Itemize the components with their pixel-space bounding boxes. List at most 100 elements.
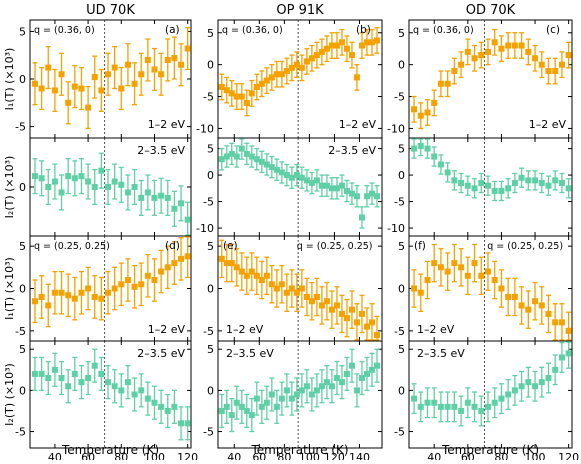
- data-point: [464, 48, 471, 55]
- data-point: [498, 395, 505, 402]
- y-tick-label: -5: [203, 196, 214, 209]
- data-point: [131, 283, 138, 290]
- data-point: [532, 55, 539, 62]
- data-point: [38, 293, 45, 300]
- data-point: [478, 52, 485, 59]
- data-point: [358, 310, 365, 317]
- data-point: [243, 407, 250, 414]
- column-titles: UD 70K OP 91K OD 70K: [86, 3, 516, 18]
- data-point: [58, 289, 65, 296]
- data-point: [518, 383, 525, 390]
- data-point: [518, 42, 525, 49]
- data-point: [111, 64, 118, 71]
- panel-frame: [29, 340, 192, 449]
- data-point: [253, 272, 260, 279]
- x-axis-label: Temperature (K): [441, 443, 539, 457]
- energy-label: 1–2 eV: [529, 118, 567, 131]
- data-point: [151, 194, 158, 201]
- data-point: [293, 391, 300, 398]
- data-point: [363, 39, 370, 46]
- y-tick-label: -5: [394, 426, 405, 439]
- data-point: [323, 298, 330, 305]
- y-tick-label: -5: [394, 196, 405, 209]
- data-point: [424, 109, 431, 116]
- data-point: [308, 391, 315, 398]
- data-point: [333, 302, 340, 309]
- data-point: [424, 399, 431, 406]
- panel-tag: (c): [546, 24, 560, 36]
- y-tick-label: 5: [19, 240, 26, 253]
- data-point: [444, 80, 451, 87]
- data-point: [228, 150, 235, 157]
- data-point: [248, 412, 255, 419]
- data-point: [171, 403, 178, 410]
- energy-label: 2–3.5 eV: [417, 347, 465, 360]
- data-point: [118, 181, 125, 188]
- data-point: [323, 182, 330, 189]
- data-point: [263, 272, 270, 279]
- x-tick-label: 140: [349, 451, 370, 460]
- data-point: [178, 200, 185, 207]
- data-point: [538, 379, 545, 386]
- data-point: [491, 277, 498, 284]
- data-point: [293, 172, 300, 179]
- data-point: [105, 71, 112, 78]
- data-point: [85, 375, 92, 382]
- data-point: [437, 403, 444, 410]
- energy-label: 1–2 eV: [226, 323, 264, 336]
- panel-2-0: 5 0 -5 -10 q = (0.36, 0) (c) 1–2 eV: [387, 19, 573, 139]
- x-tick-label: 40: [48, 451, 62, 460]
- data-point: [358, 375, 365, 382]
- data-point: [313, 52, 320, 59]
- data-point: [437, 80, 444, 87]
- data-point: [518, 302, 525, 309]
- data-point: [138, 194, 145, 201]
- data-point: [31, 370, 38, 377]
- data-point: [268, 164, 275, 171]
- data-point: [268, 391, 275, 398]
- data-point: [471, 185, 478, 192]
- data-point: [118, 387, 125, 394]
- column-title: UD 70K: [86, 3, 135, 18]
- data-point: [431, 260, 438, 267]
- data-point: [348, 190, 355, 197]
- data-point: [411, 285, 418, 292]
- data-point: [368, 319, 375, 326]
- y-tick-label: 0: [398, 169, 405, 182]
- data-point: [333, 42, 340, 49]
- data-point: [353, 193, 360, 200]
- data-point: [318, 182, 325, 189]
- data-point: [258, 277, 265, 284]
- q-label: q = (0.25, 0.25): [297, 241, 373, 252]
- data-point: [353, 74, 360, 81]
- panel-frame: [408, 340, 573, 449]
- data-point: [278, 395, 285, 402]
- energy-label: 1–2 eV: [339, 118, 377, 131]
- data-point: [98, 295, 105, 302]
- data-point: [228, 260, 235, 267]
- y-tick-label: 0: [398, 283, 405, 296]
- data-point: [484, 403, 491, 410]
- data-point: [363, 370, 370, 377]
- data-point: [318, 383, 325, 390]
- data-point: [178, 420, 185, 427]
- data-point: [144, 272, 151, 279]
- data-point: [243, 150, 250, 157]
- panel-0-0: 5 0 -5 q = (0.36, 0) (a) 1–2 eV: [15, 19, 192, 139]
- data-point: [223, 153, 230, 160]
- data-point: [538, 180, 545, 187]
- data-point: [328, 306, 335, 313]
- data-point: [323, 45, 330, 52]
- data-point: [313, 293, 320, 300]
- data-point: [411, 395, 418, 402]
- data-point: [338, 379, 345, 386]
- data-point: [91, 293, 98, 300]
- data-point: [268, 74, 275, 81]
- data-point: [424, 145, 431, 152]
- data-point: [124, 61, 131, 68]
- data-point: [171, 205, 178, 212]
- data-point: [525, 48, 532, 55]
- data-point: [373, 193, 380, 200]
- data-point: [45, 302, 52, 309]
